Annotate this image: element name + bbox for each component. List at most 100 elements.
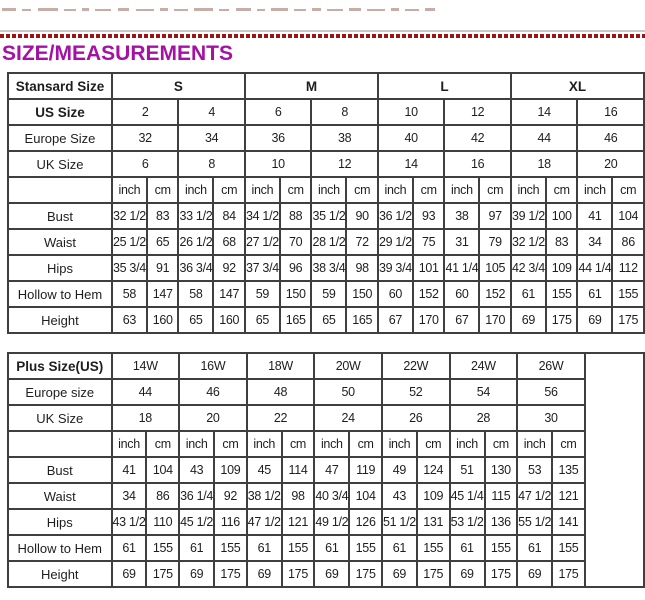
table-cell: 155 [611,280,645,308]
table-cell: 26W [516,352,586,380]
table-cell: 24 [313,404,383,432]
row-label-cell [7,430,113,458]
table-cell: 104 [348,482,383,510]
table-cell: 175 [611,306,645,334]
table-cell: 100 [544,202,579,230]
table-cell: 18 [509,150,579,178]
table-cell: 14W [110,352,181,380]
table-row: Hips 35 3/4 91 36 3/4 92 37 3/4 96 38 3/4 98 39 3… [7,254,645,282]
table-cell: 16W [178,352,248,380]
row-label-cell: Stansard Size [7,72,113,100]
table-cell: 36 1/2 [376,202,414,230]
table-cell: 36 3/4 [177,254,215,282]
table-cell: 25 1/2 [110,228,148,256]
table-cell: 32 1/2 [110,202,148,230]
table-cell: 55 1/2 [516,508,554,536]
table-cell: 8 [310,98,379,126]
page-title: SIZE/MEASUREMENTS [2,42,234,65]
table-cell: 38 1/2 [245,482,283,510]
table-cell: 60 [376,280,414,308]
table-row: Stansard Size S M L XL [7,72,645,100]
table-cell: 175 [483,560,519,588]
table-cell: cm [280,430,316,458]
table-cell: 91 [145,254,180,282]
table-cell: 155 [551,534,586,562]
table-cell: inch [245,430,283,458]
table-cell: 121 [280,508,316,536]
table-cell: 38 3/4 [310,254,348,282]
table-cell: 69 [313,560,351,588]
table-cell: 110 [145,508,181,536]
table-cell: inch [376,176,414,204]
table-cell: 28 [448,404,519,432]
table-cell: 10 [376,98,446,126]
table-cell: 98 [345,254,379,282]
table-cell: 18 [110,404,181,432]
table-cell: 14 [376,150,446,178]
table-cell: cm [544,176,579,204]
table-cell: 86 [145,482,181,510]
table-cell: 126 [348,508,383,536]
table-cell: L [376,72,512,100]
table-row: UK Size 18 20 22 24 26 28 30 [7,404,644,432]
table-cell: 83 [544,228,579,256]
dashed-divider [0,34,645,38]
table-cell: 61 [178,534,216,562]
table-cell: 69 [576,306,614,334]
table-cell: inch [443,176,481,204]
row-label-cell: UK Size [7,404,113,432]
table-cell: 31 [443,228,481,256]
table-cell: XL [509,72,645,100]
table-cell: 165 [345,306,379,334]
table-row: Europe size 44 46 48 50 52 54 56 [7,378,644,406]
table-cell: 92 [213,482,248,510]
table-cell: 12 [310,150,379,178]
table-cell: 61 [448,534,486,562]
table-cell: 170 [411,306,446,334]
table-cell: 37 3/4 [243,254,281,282]
table-cell: 86 [611,228,645,256]
table-cell: 39 3/4 [376,254,414,282]
table-cell: 68 [212,228,246,256]
table-cell: inch [177,176,215,204]
table-cell: 83 [145,202,180,230]
table-cell: inch [110,430,148,458]
row-label-cell: UK Size [7,150,113,178]
table-cell: 28 1/2 [310,228,348,256]
table-cell: 109 [213,456,248,484]
table-cell: 34 [110,482,148,510]
table-cell: 69 [448,560,486,588]
table-cell: 72 [345,228,379,256]
table-cell: 43 [178,456,216,484]
table-cell: 48 [245,378,316,406]
table-cell: 52 [380,378,451,406]
row-label-cell [7,176,113,204]
table-cell: 8 [177,150,246,178]
table-cell: 79 [478,228,512,256]
table-cell: 116 [213,508,248,536]
row-label-cell: Bust [7,202,113,230]
table-cell: 61 [509,280,547,308]
table-cell: 46 [576,124,645,152]
table-cell: 26 [380,404,451,432]
table-cell: cm [145,430,181,458]
table-cell: 121 [551,482,586,510]
table-row: Hollow to Hem 58 147 58 147 59 150 59 150 60 152 60… [7,280,645,308]
table-cell: 175 [213,560,248,588]
table-cell: 101 [411,254,446,282]
table-cell: 131 [415,508,451,536]
table-cell: 65 [243,306,281,334]
table-cell: 115 [483,482,519,510]
table-cell: inch [110,176,148,204]
table-cell: 65 [177,306,215,334]
table-cell: 109 [544,254,579,282]
table-cell: 53 [516,456,554,484]
row-label-cell: Hollow to Hem [7,280,113,308]
table-cell: 6 [110,150,180,178]
table-cell: 97 [478,202,512,230]
table-cell: 20 [576,150,645,178]
table-cell: 47 1/2 [245,508,283,536]
table-cell: 69 [245,560,283,588]
table-cell: 34 [177,124,246,152]
table-cell: 65 [145,228,180,256]
